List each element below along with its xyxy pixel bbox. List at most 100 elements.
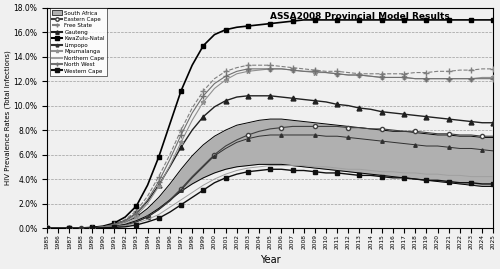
Eastern Cape: [111, 225, 117, 228]
Eastern Cape: [122, 224, 128, 227]
Limpopo: [44, 226, 50, 230]
Northern Cape: [200, 183, 206, 187]
Free State: [278, 65, 284, 68]
Limpopo: [167, 200, 173, 203]
KwaZulu-Natal: [234, 26, 240, 29]
KwaZulu-Natal: [212, 33, 218, 36]
Northern Cape: [479, 175, 485, 178]
Mpumalanga: [66, 226, 72, 230]
Eastern Cape: [56, 226, 62, 230]
Western Cape: [122, 225, 128, 228]
Northern Cape: [66, 226, 72, 230]
Eastern Cape: [200, 164, 206, 167]
Free State: [356, 72, 362, 75]
Western Cape: [111, 226, 117, 229]
Mpumalanga: [490, 76, 496, 79]
Eastern Cape: [434, 132, 440, 135]
North West: [312, 70, 318, 73]
KwaZulu-Natal: [457, 18, 463, 22]
Western Cape: [368, 174, 374, 177]
North West: [78, 226, 84, 230]
KwaZulu-Natal: [368, 18, 374, 22]
Gauteng: [122, 219, 128, 222]
KwaZulu-Natal: [222, 28, 228, 31]
Limpopo: [78, 226, 84, 230]
Gauteng: [368, 108, 374, 111]
Mpumalanga: [111, 224, 117, 227]
Gauteng: [290, 97, 296, 100]
KwaZulu-Natal: [134, 204, 140, 208]
Eastern Cape: [156, 208, 162, 211]
Free State: [323, 70, 329, 73]
Western Cape: [89, 226, 95, 230]
Gauteng: [446, 118, 452, 121]
Free State: [479, 67, 485, 70]
Gauteng: [424, 115, 430, 118]
Gauteng: [390, 111, 396, 115]
Mpumalanga: [468, 77, 474, 80]
KwaZulu-Natal: [401, 18, 407, 22]
Limpopo: [368, 138, 374, 141]
North West: [412, 77, 418, 80]
Free State: [312, 69, 318, 72]
North West: [122, 219, 128, 222]
Free State: [290, 66, 296, 69]
Limpopo: [256, 134, 262, 138]
Free State: [412, 71, 418, 74]
Free State: [457, 69, 463, 72]
Eastern Cape: [457, 133, 463, 137]
KwaZulu-Natal: [189, 63, 195, 67]
North West: [66, 226, 72, 230]
Gauteng: [144, 200, 150, 203]
KwaZulu-Natal: [479, 18, 485, 22]
Limpopo: [457, 147, 463, 150]
Mpumalanga: [200, 100, 206, 104]
Gauteng: [334, 103, 340, 106]
Line: KwaZulu-Natal: KwaZulu-Natal: [44, 17, 496, 231]
Eastern Cape: [245, 133, 251, 137]
Mpumalanga: [434, 77, 440, 80]
Free State: [156, 175, 162, 178]
North West: [245, 67, 251, 70]
North West: [457, 77, 463, 80]
Eastern Cape: [212, 153, 218, 156]
Mpumalanga: [178, 141, 184, 144]
Limpopo: [412, 143, 418, 146]
Free State: [424, 71, 430, 74]
Western Cape: [134, 223, 140, 226]
Free State: [122, 218, 128, 221]
Western Cape: [412, 178, 418, 181]
KwaZulu-Natal: [290, 20, 296, 23]
North West: [200, 94, 206, 97]
Limpopo: [178, 189, 184, 192]
Mpumalanga: [457, 77, 463, 80]
KwaZulu-Natal: [167, 122, 173, 126]
Western Cape: [56, 226, 62, 230]
Mpumalanga: [323, 71, 329, 74]
KwaZulu-Natal: [490, 18, 496, 22]
Northern Cape: [256, 165, 262, 168]
Northern Cape: [156, 213, 162, 216]
Eastern Cape: [390, 129, 396, 132]
Western Cape: [356, 174, 362, 177]
North West: [167, 158, 173, 161]
KwaZulu-Natal: [424, 18, 430, 22]
Free State: [268, 63, 274, 67]
Western Cape: [300, 169, 306, 172]
KwaZulu-Natal: [300, 18, 306, 22]
Mpumalanga: [44, 226, 50, 230]
Eastern Cape: [300, 125, 306, 128]
Line: Western Cape: Western Cape: [45, 167, 496, 230]
Northern Cape: [368, 169, 374, 172]
Limpopo: [323, 134, 329, 138]
KwaZulu-Natal: [390, 18, 396, 22]
Gauteng: [134, 212, 140, 215]
Mpumalanga: [290, 69, 296, 72]
Western Cape: [268, 168, 274, 171]
North West: [424, 77, 430, 80]
Gauteng: [412, 114, 418, 117]
Mpumalanga: [78, 226, 84, 230]
KwaZulu-Natal: [89, 226, 95, 229]
Free State: [446, 70, 452, 73]
Free State: [56, 226, 62, 230]
